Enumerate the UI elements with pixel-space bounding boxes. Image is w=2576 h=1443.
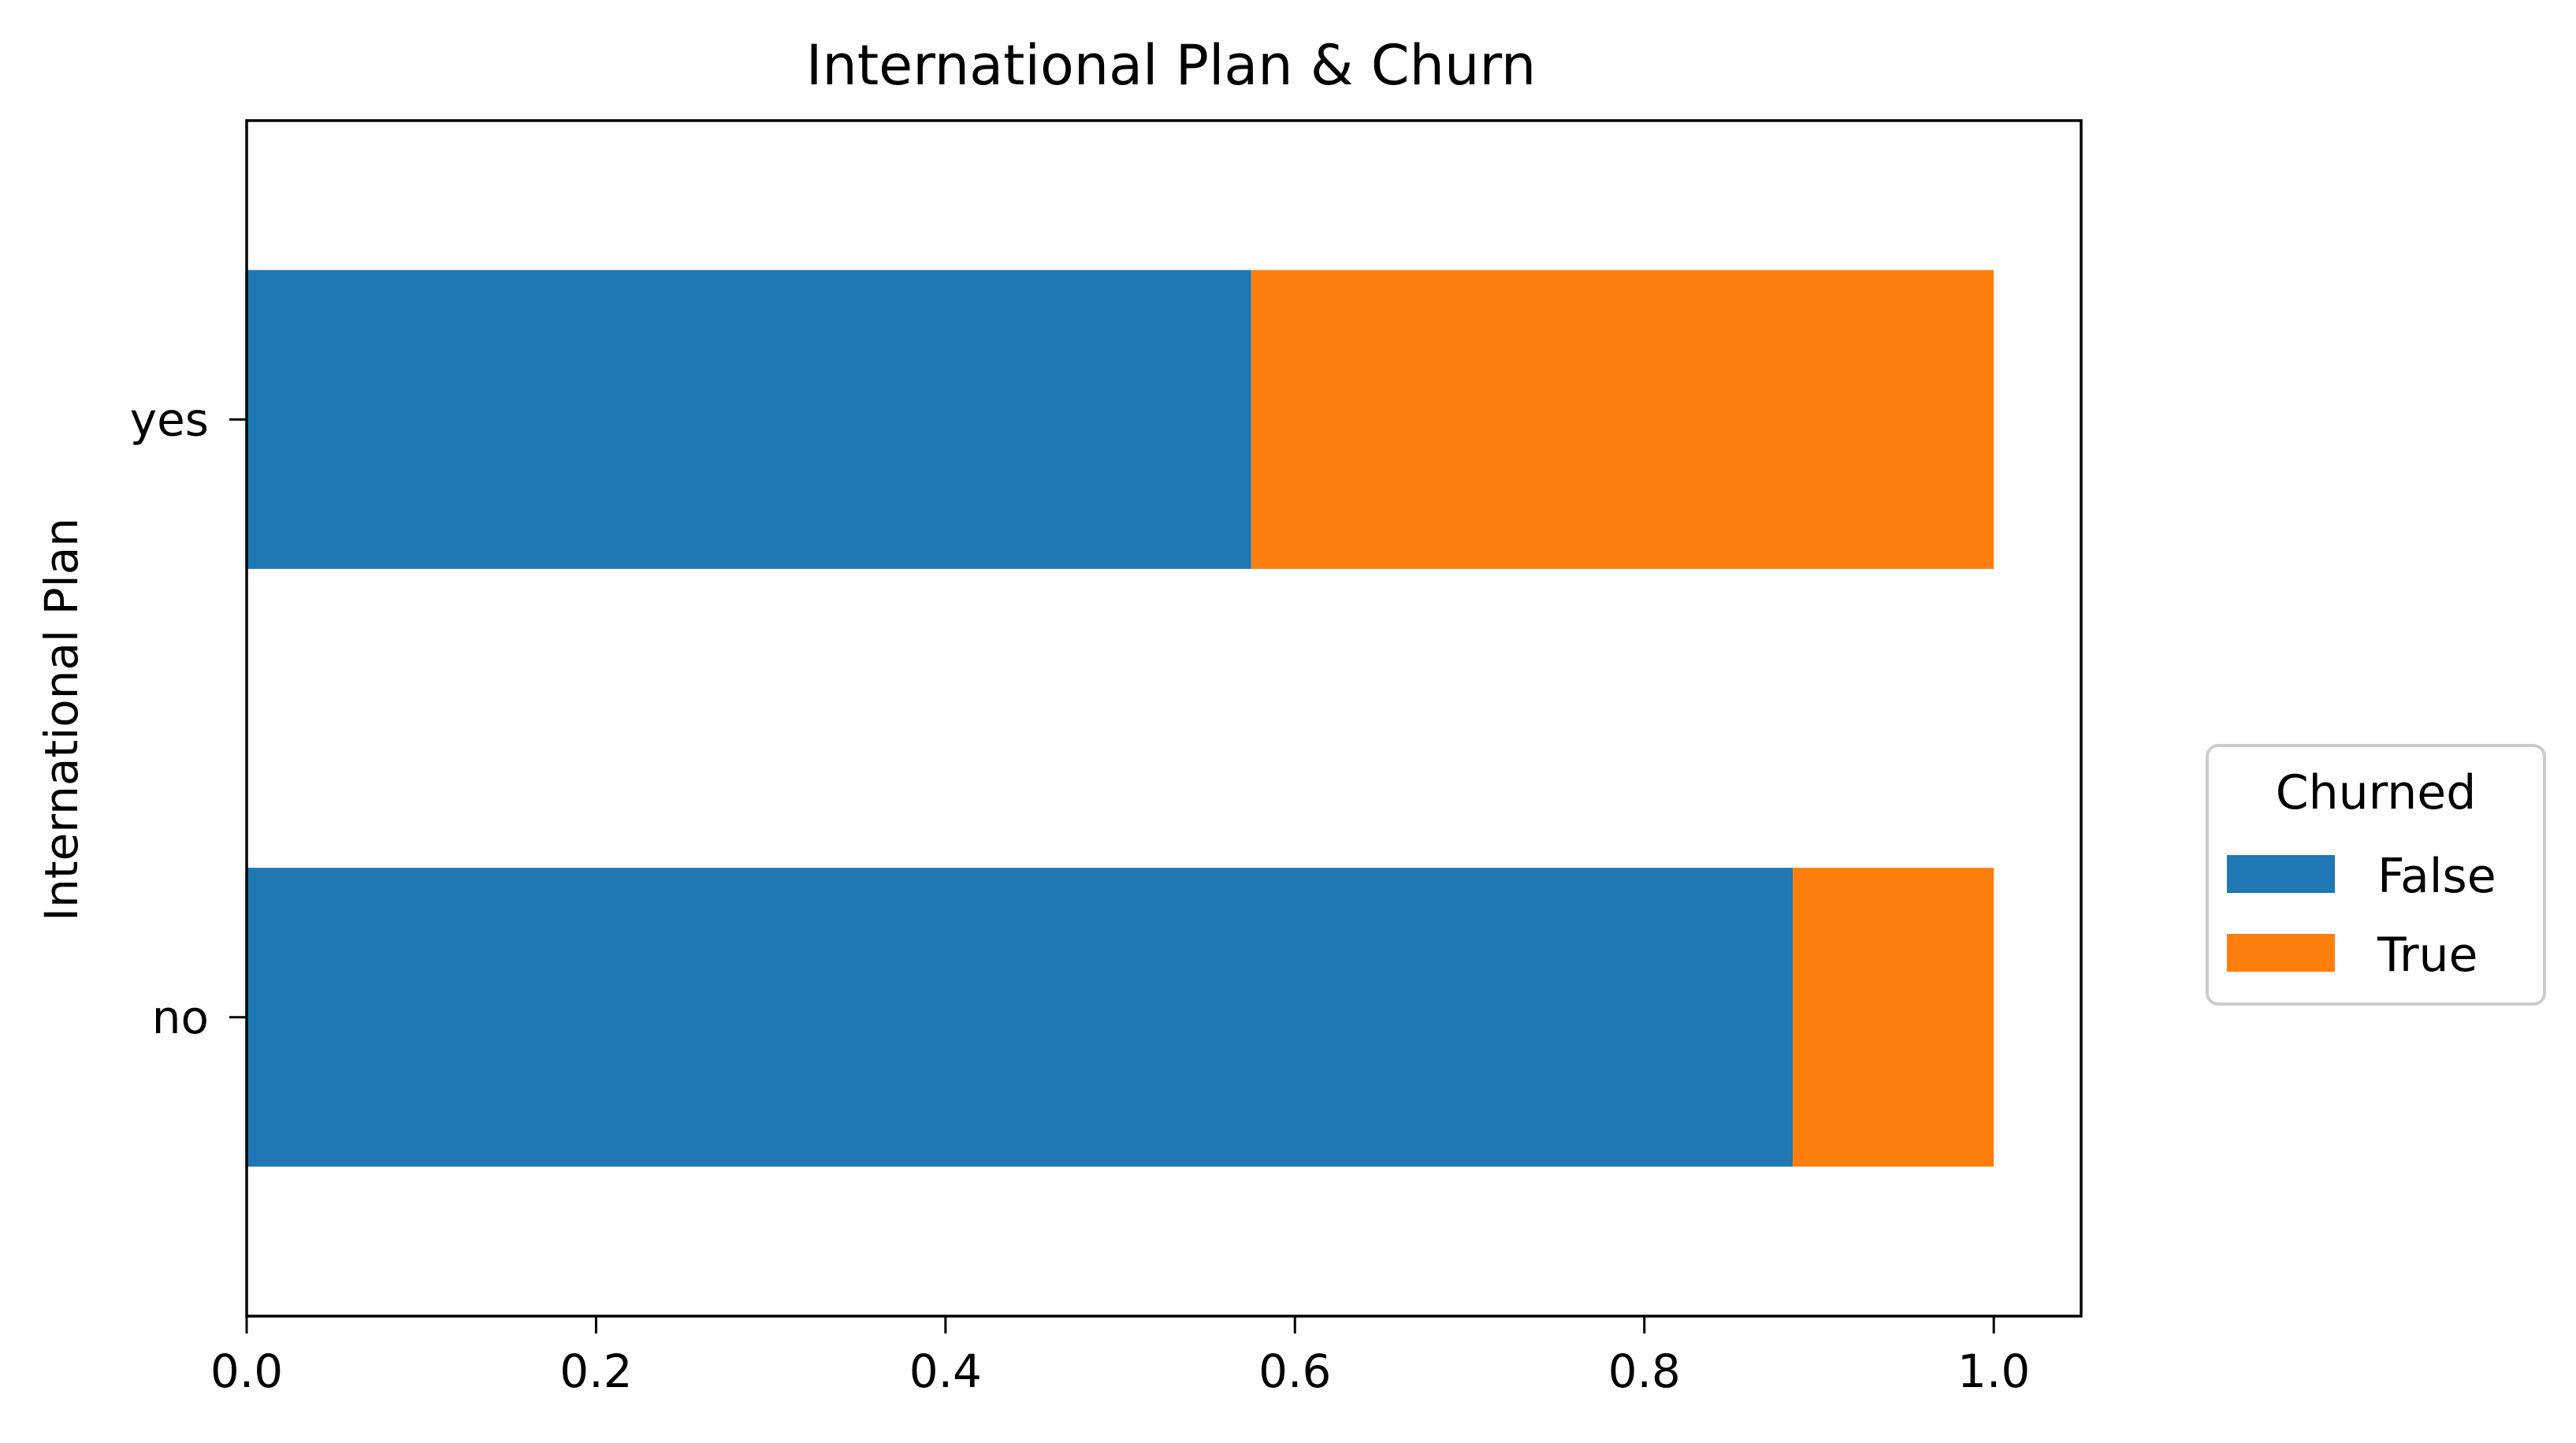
x-tick-label-0.8: 0.8 bbox=[1608, 1344, 1681, 1398]
x-tick-label-0.2: 0.2 bbox=[559, 1344, 632, 1398]
bar-yes-false bbox=[247, 270, 1251, 569]
bar-no-true bbox=[1793, 868, 1994, 1167]
axes-frame bbox=[245, 119, 2083, 1318]
y-tick-label-no: no bbox=[152, 991, 209, 1044]
plot-area: no yes 0.0 0.2 0.4 0.6 0.8 1.0 bbox=[130, 119, 2083, 1398]
legend-label-false: False bbox=[2377, 849, 2496, 904]
legend: Churned False True bbox=[2206, 744, 2546, 1006]
y-axis-label: International Plan bbox=[35, 518, 88, 921]
y-tick-label-yes: yes bbox=[130, 392, 209, 446]
x-tick-label-0.4: 0.4 bbox=[909, 1344, 982, 1398]
legend-label-true: True bbox=[2377, 928, 2477, 983]
x-tick-label-0.6: 0.6 bbox=[1258, 1344, 1331, 1398]
x-tick-label-1.0: 1.0 bbox=[1957, 1344, 2030, 1398]
x-tick-label-0.0: 0.0 bbox=[210, 1344, 283, 1398]
bar-no-false bbox=[247, 868, 1794, 1167]
legend-title: Churned bbox=[2276, 765, 2477, 820]
legend-swatch-true bbox=[2227, 934, 2335, 972]
bar-yes-true bbox=[1251, 270, 1994, 569]
chart-title: International Plan & Churn bbox=[806, 33, 1537, 98]
legend-swatch-false bbox=[2227, 855, 2335, 893]
